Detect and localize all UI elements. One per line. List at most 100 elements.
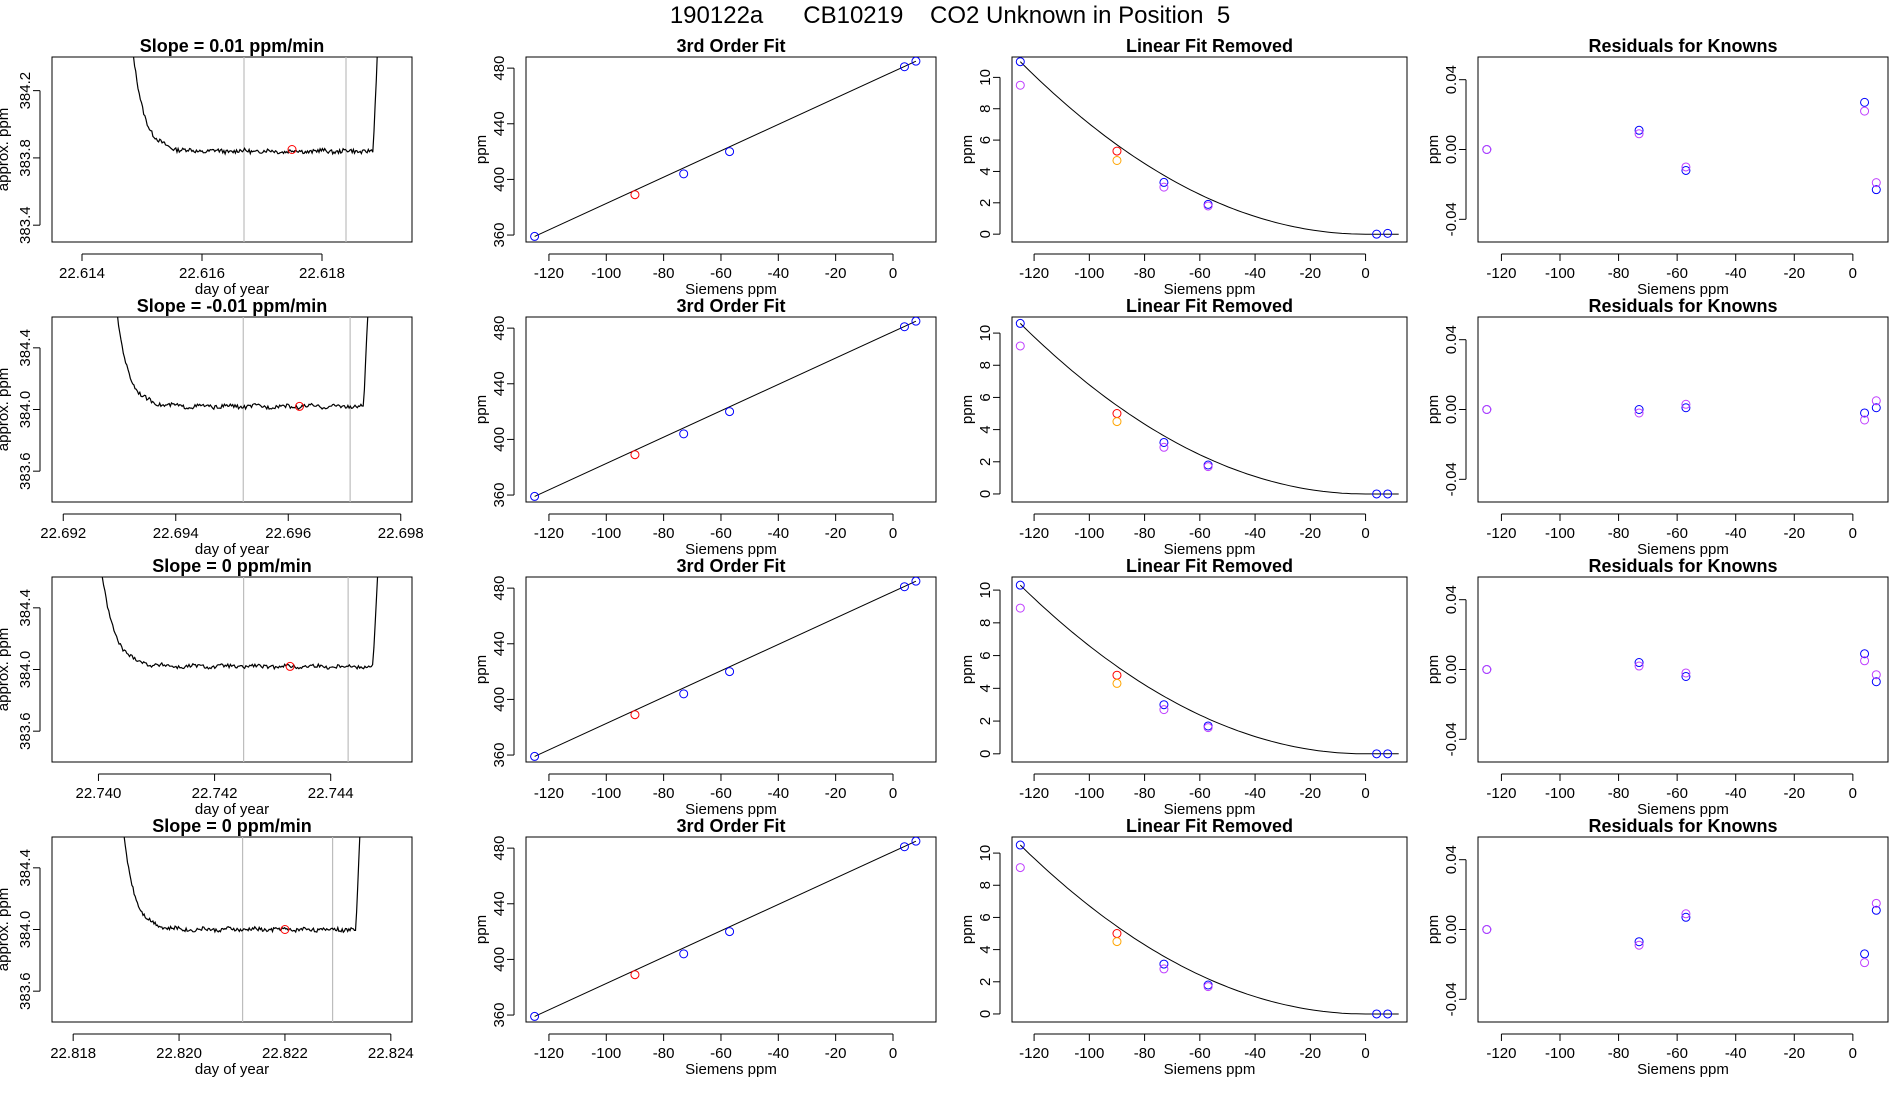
y-axis-label: ppm [1425,395,1442,424]
plot-area [1015,840,1399,1019]
y-tick-label: 400 [491,427,508,452]
chart-title: Residuals for Knowns [1588,36,1777,56]
y-axis-label: approx. ppm [0,108,12,191]
fit-line [534,580,917,757]
y-tick-label: 8 [977,105,994,113]
plot-area [1482,898,1881,968]
y-tick-label: 0.04 [1443,845,1460,874]
data-point [1871,403,1881,413]
x-tick-label: -100 [1545,785,1575,802]
data-point [530,751,540,761]
data-point [1159,182,1169,192]
data-point [725,927,735,937]
data-point [899,62,909,72]
y-axis-label: ppm [959,135,976,164]
data-point [1383,228,1393,238]
plot-frame [525,576,937,763]
y-axis-label: approx. ppm [0,628,12,711]
x-tick-label: 0 [1361,265,1369,282]
plot-frame [525,56,937,243]
plot-area [530,837,921,1021]
x-tick-label: -20 [1299,785,1321,802]
chart-panel-3-2: 3rd Order Fit -120 -100 -80 -60 -40 -20 0 Siemen… [473,556,937,818]
x-tick-label: 0 [889,1045,897,1062]
y-tick-label: 383.4 [17,206,34,244]
x-tick-label: -20 [825,1045,847,1062]
x-tick-label: 22.744 [308,785,354,802]
data-point [1203,462,1213,472]
y-tick-label: 383.6 [17,452,34,490]
y-tick-label: 0.04 [1443,65,1460,94]
x-tick-label: 0 [889,785,897,802]
plot-frame [1011,576,1408,763]
y-tick-label: 0.00 [1443,135,1460,164]
x-tick-label: -120 [534,785,564,802]
y-tick-label: 2 [977,978,994,986]
x-tick-label: -60 [1666,525,1688,542]
mean-marker [295,401,304,411]
x-tick-label: -120 [1019,785,1049,802]
x-tick-label: -100 [1074,265,1104,282]
x-tick-label: 0 [1849,265,1857,282]
chart-title: 3rd Order Fit [676,36,785,56]
data-point [1860,656,1870,666]
x-tick-label: -80 [1134,265,1156,282]
data-point [1871,396,1881,406]
y-tick-label: 10 [977,325,994,342]
data-point [899,842,909,852]
x-tick-label: -60 [1189,785,1211,802]
x-tick-label: -100 [591,1045,621,1062]
data-point [1634,658,1644,668]
y-tick-label: 6 [977,136,994,144]
chart-panel-1-1: Slope = 0.01 ppm/min 22.614 22.616 22.618 da… [0,36,413,298]
data-point [1015,341,1025,351]
y-tick-label: 0.00 [1443,395,1460,424]
x-tick-label: -100 [1074,1045,1104,1062]
data-point [1681,668,1691,678]
data-point [1015,80,1025,90]
data-point [899,322,909,332]
y-axis-label: ppm [473,135,490,164]
data-point [1482,665,1492,674]
data-point [725,407,735,417]
y-tick-label: 384.4 [17,849,34,887]
plot-area [530,57,921,241]
x-tick-label: -20 [1299,525,1321,542]
y-axis-label: ppm [1425,135,1442,164]
data-point [1372,749,1382,759]
x-tick-label: 22.740 [76,785,122,802]
chart-title: Slope = 0 ppm/min [152,816,312,836]
chart-title: Slope = -0.01 ppm/min [137,296,328,316]
data-point [1159,959,1169,969]
y-tick-label: 400 [491,167,508,192]
x-tick-label: -80 [1608,1045,1630,1062]
y-tick-label: 0 [977,230,994,238]
data-point [1372,489,1382,499]
x-tick-label: -60 [710,1045,732,1062]
ppm-trace [123,837,361,934]
x-tick-label: -40 [1244,1045,1266,1062]
y-tick-label: 384.4 [17,589,34,627]
x-axis-label: Siemens ppm [1164,281,1256,298]
plot-frame [51,836,413,1023]
x-tick-label: -100 [1545,1045,1575,1062]
fit-curve [1019,323,1399,495]
plot-frame [1011,316,1408,503]
x-tick-label: -100 [1545,525,1575,542]
x-tick-label: 0 [1849,1045,1857,1062]
x-axis-label: Siemens ppm [685,1061,777,1078]
fit-curve [1019,584,1399,755]
data-point [1871,178,1881,188]
x-tick-label: -40 [1725,785,1747,802]
x-tick-label: -80 [1608,525,1630,542]
x-tick-label: -60 [1189,1045,1211,1062]
y-tick-label: 384.4 [17,329,34,367]
data-point [679,689,689,699]
y-tick-label: -0.04 [1443,462,1460,496]
x-axis-label: day of year [195,1061,269,1078]
x-tick-label: -60 [710,265,732,282]
plot-frame [1011,836,1408,1023]
x-axis-label: Siemens ppm [1164,1061,1256,1078]
plot-frame [525,836,937,1023]
